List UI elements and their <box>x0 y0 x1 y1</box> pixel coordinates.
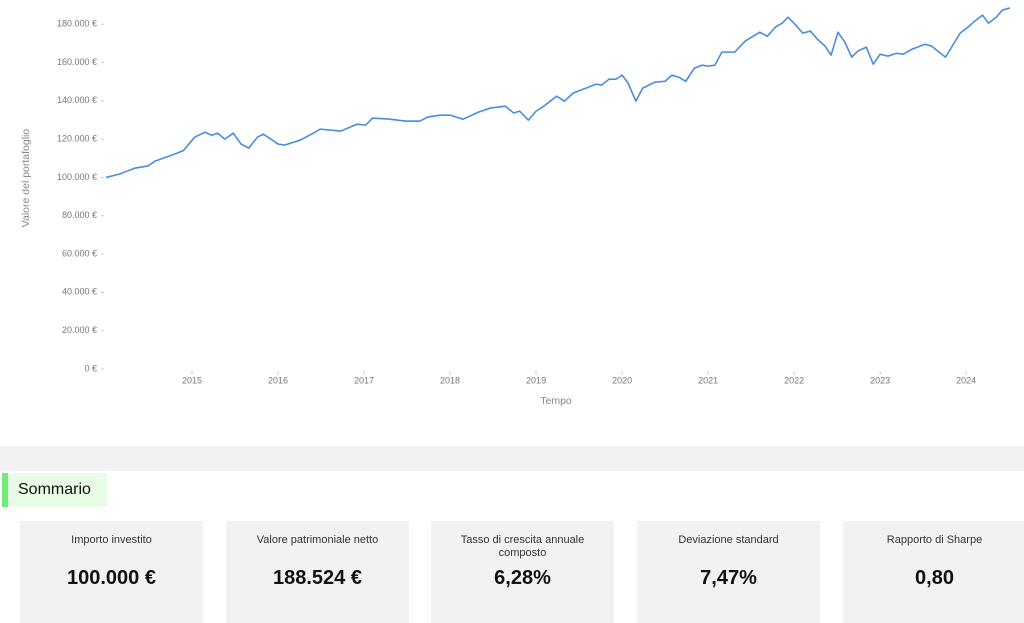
separator <box>0 446 1024 471</box>
x-tick-label: 2021 <box>698 375 718 385</box>
y-tick-label: 160.000 € <box>57 57 97 67</box>
card-label: Tasso di crescita annuale composto <box>460 534 585 559</box>
card-value: 7,47% <box>700 567 757 589</box>
x-tick-label: 2019 <box>526 375 546 385</box>
y-tick-label: 40.000 € <box>62 287 97 297</box>
card-label: Importo investito <box>71 534 152 546</box>
y-tick-label: 20.000 € <box>62 325 97 335</box>
y-tick-label: 120.000 € <box>57 133 97 143</box>
summary-card: Valore patrimoniale netto 188.524 € <box>226 521 409 623</box>
x-tick-label: 2024 <box>956 375 976 385</box>
card-label: Deviazione standard <box>678 534 779 546</box>
y-tick-label: 60.000 € <box>62 248 97 258</box>
data-line <box>105 7 1011 179</box>
section-title: Sommario <box>2 473 107 507</box>
summary-card: Importo investito 100.000 € <box>20 521 203 623</box>
x-tick-label: 2017 <box>354 375 374 385</box>
x-tick-label: 2015 <box>182 375 202 385</box>
summary-card: Tasso di crescita annuale composto 6,28% <box>431 521 614 623</box>
card-label: Rapporto di Sharpe <box>886 534 983 546</box>
x-tick-label: 2020 <box>612 375 632 385</box>
x-tick-label: 2016 <box>268 375 288 385</box>
card-value: 0,80 <box>915 567 954 589</box>
x-tick-label: 2023 <box>870 375 890 385</box>
card-value: 188.524 € <box>273 567 362 589</box>
x-tick-label: 2018 <box>440 375 460 385</box>
card-value: 100.000 € <box>67 567 156 589</box>
y-tick-label: 180.000 € <box>57 19 97 29</box>
card-label: Valore patrimoniale netto <box>256 534 379 546</box>
x-tick-label: 2022 <box>784 375 804 385</box>
card-value: 6,28% <box>494 567 551 589</box>
summary-card: Rapporto di Sharpe 0,80 <box>843 521 1024 623</box>
y-tick-label: 80.000 € <box>62 210 97 220</box>
y-axis-title: Valore del portafoglio <box>20 129 32 228</box>
x-axis-title: Tempo <box>540 395 572 407</box>
y-tick-label: 140.000 € <box>57 95 97 105</box>
chart: Tempo Valore del portafoglio 0 € 20.000 €… <box>20 7 1011 407</box>
y-tick-label: 100.000 € <box>57 172 97 182</box>
y-tick-label: 0 € <box>84 363 97 373</box>
summary-card: Deviazione standard 7,47% <box>637 521 820 623</box>
